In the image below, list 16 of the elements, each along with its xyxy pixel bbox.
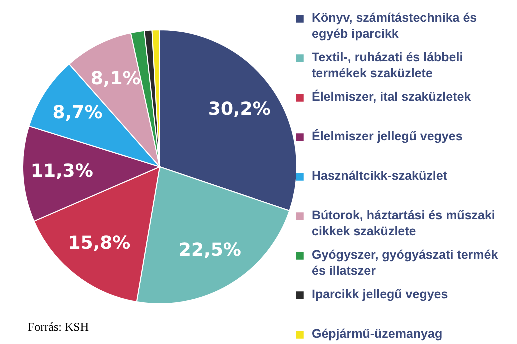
data-label: 30,2%: [208, 98, 271, 120]
data-label: 8,1%: [90, 68, 141, 90]
legend-label: Élelmiszer jellegű vegyes: [312, 128, 463, 144]
legend-label: Használtcikk-szaküzlet: [312, 169, 448, 183]
legend-label: Gépjármű-üzemanyag: [312, 327, 443, 341]
legend-label: Textil-, ruházati és lábbeli termékek szaküzlete: [312, 50, 464, 80]
data-label: 15,8%: [68, 233, 131, 254]
data-label: 22,5%: [178, 240, 242, 262]
legend-label: Bútorok, háztartási és műszaki cikkek szaküzlete: [312, 208, 496, 238]
data-label: 8,7%: [52, 102, 103, 124]
legend-label: Könyv, számítástechnika és egyéb iparcikk: [312, 11, 478, 41]
text: Forrás: KSH: [28, 320, 90, 334]
legend-label: Gyógyszer, gyógyászati termék és illatszer: [312, 248, 498, 278]
legend-label: Élelmiszer, ital szaküzletek: [312, 89, 472, 104]
legend-label: Iparcikk jellegű vegyes: [312, 288, 448, 302]
data-label: 11,3%: [30, 161, 94, 182]
